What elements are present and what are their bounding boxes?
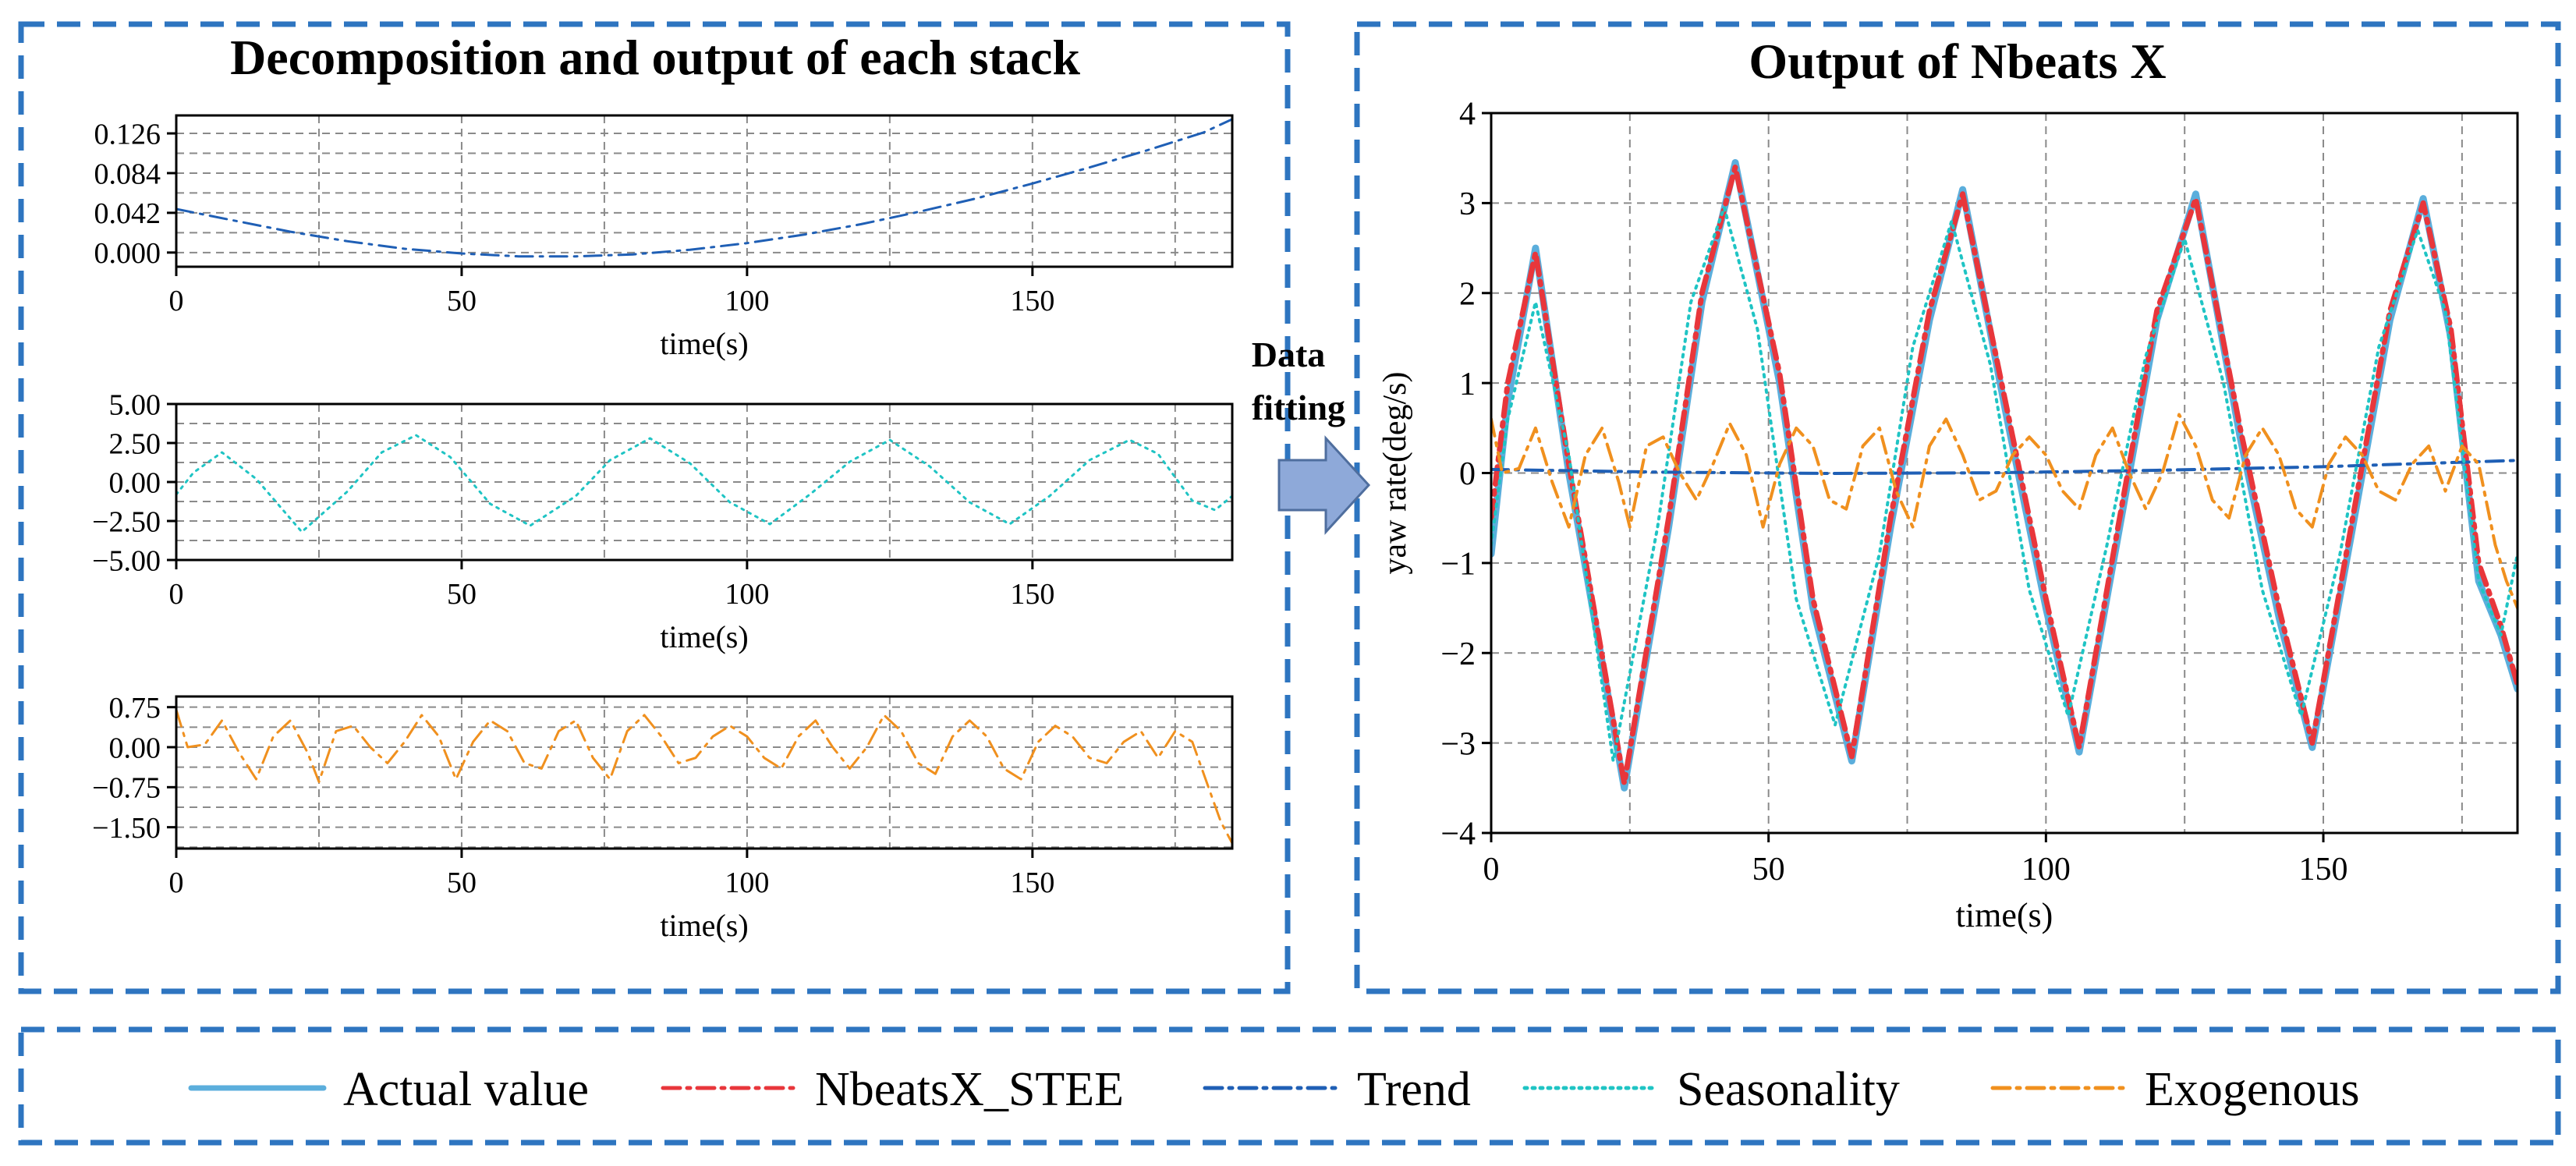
x-tick-label: 0 bbox=[169, 285, 184, 317]
legend-label: Trend bbox=[1357, 1063, 1471, 1116]
legend-label: NbeatsX_STEE bbox=[815, 1063, 1124, 1116]
legend-item-actual-value: Actual value bbox=[188, 1063, 589, 1116]
x-tick-label: 50 bbox=[1752, 852, 1785, 888]
legend-label: Exogenous bbox=[2145, 1063, 2360, 1116]
x-tick-label: 50 bbox=[447, 578, 477, 611]
right-panel-frame bbox=[1354, 21, 2561, 994]
y-tick-label: −3 bbox=[1440, 726, 1476, 762]
axes-frame bbox=[175, 695, 1234, 850]
left-panel-title: Decomposition and output of each stack bbox=[230, 30, 1080, 85]
series-group bbox=[176, 708, 1232, 845]
y-tick-label: 2 bbox=[1459, 276, 1476, 312]
x-axis-label: time(s) bbox=[660, 619, 748, 654]
y-tick-label: 0.000 bbox=[94, 237, 161, 270]
legend-label: Actual value bbox=[343, 1063, 589, 1116]
series-group bbox=[176, 434, 1232, 533]
series-line-trend bbox=[1491, 459, 2518, 475]
x-tick-label: 100 bbox=[725, 285, 769, 317]
x-tick-label: 0 bbox=[1483, 852, 1500, 888]
series-line-trend bbox=[176, 118, 1232, 258]
y-tick-label: 0.75 bbox=[109, 692, 161, 725]
x-tick-label: 100 bbox=[2021, 852, 2071, 888]
y-tick-label: −5.00 bbox=[92, 544, 161, 577]
arrow-icon bbox=[1277, 435, 1371, 535]
x-axis-label: time(s) bbox=[1956, 896, 2053, 934]
chart-exogenous: 0 50 100 150 −1.50 −0.75 0.00 0.75 time(s) bbox=[92, 692, 1234, 943]
y-tick-label: 0.084 bbox=[94, 158, 161, 190]
y-tick-label: 0 bbox=[1459, 456, 1476, 492]
legend-frame bbox=[18, 1026, 2561, 1146]
left-panel-frame bbox=[18, 21, 1291, 994]
y-tick-label: 0.00 bbox=[109, 732, 161, 764]
y-tick-label: −2.50 bbox=[92, 505, 161, 538]
series-group bbox=[176, 118, 1232, 258]
x-tick-label: 100 bbox=[725, 578, 769, 611]
legend-item-trend: Trend bbox=[1203, 1063, 1471, 1116]
x-tick-label: 150 bbox=[1010, 867, 1054, 899]
y-tick-label: 0.042 bbox=[94, 197, 161, 230]
x-tick-label: 50 bbox=[447, 285, 477, 317]
x-axis-label: time(s) bbox=[660, 326, 748, 361]
y-tick-label: −4 bbox=[1440, 817, 1476, 852]
series-line-exogenous bbox=[176, 708, 1232, 845]
legend-item-nbeatsx-stee: NbeatsX_STEE bbox=[661, 1063, 1124, 1116]
y-tick-label: 3 bbox=[1459, 186, 1476, 222]
x-tick-label: 150 bbox=[1010, 578, 1054, 611]
legend-item-exogenous: Exogenous bbox=[1990, 1063, 2360, 1116]
series-line-seasonality bbox=[1491, 206, 2518, 763]
y-axis-label: yaw rate(deg/s) bbox=[1377, 371, 1413, 574]
y-tick-label: −2 bbox=[1440, 636, 1476, 672]
y-tick-label: 1 bbox=[1459, 367, 1476, 402]
y-tick-label: −1.50 bbox=[92, 812, 161, 845]
x-tick-label: 150 bbox=[1010, 285, 1054, 317]
y-tick-label: 0.00 bbox=[109, 466, 161, 499]
x-tick-label: 150 bbox=[2299, 852, 2348, 888]
right-panel-title: Output of Nbeats X bbox=[1749, 34, 2166, 89]
arrow-label-line1: Data bbox=[1252, 335, 1326, 374]
grid bbox=[176, 404, 1232, 560]
chart-output: 0 50 100 150 −4 −3 −2 −1 0 1 2 3 4 time(s) yaw rate(de… bbox=[1377, 97, 2519, 934]
legend-label: Seasonality bbox=[1677, 1063, 1900, 1116]
axes-frame bbox=[175, 114, 1234, 268]
x-tick-label: 0 bbox=[169, 578, 184, 611]
y-tick-label: 4 bbox=[1459, 97, 1476, 133]
chart-trend: 0 50 100 150 0.000 0.042 0.084 0.126 time(s) bbox=[94, 114, 1234, 361]
arrow-label-line2: fitting bbox=[1252, 388, 1345, 427]
y-tick-label: −1 bbox=[1440, 547, 1476, 583]
series-line-seasonality bbox=[176, 434, 1232, 533]
x-tick-label: 50 bbox=[447, 867, 477, 899]
grid bbox=[176, 115, 1232, 267]
y-tick-label: 0.126 bbox=[94, 118, 161, 151]
y-tick-label: −0.75 bbox=[92, 772, 161, 805]
series-line-exogenous bbox=[1491, 413, 2518, 610]
legend-item-seasonality: Seasonality bbox=[1522, 1063, 1900, 1116]
grid bbox=[176, 696, 1232, 849]
axes-frame bbox=[175, 402, 1234, 562]
series-group bbox=[1491, 159, 2518, 792]
x-tick-label: 100 bbox=[725, 867, 769, 899]
x-tick-label: 0 bbox=[169, 867, 184, 899]
chart-seasonality: 0 50 100 150 −5.00 −2.50 0.00 2.50 5.00 time(s) bbox=[92, 388, 1234, 654]
y-tick-label: 2.50 bbox=[109, 427, 161, 460]
x-axis-label: time(s) bbox=[660, 908, 748, 943]
y-tick-label: 5.00 bbox=[109, 388, 161, 421]
